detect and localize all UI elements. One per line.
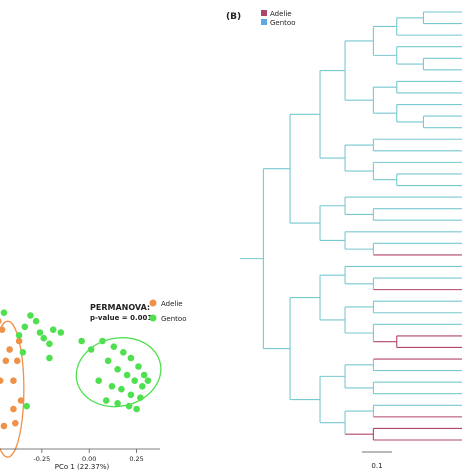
gentoo-point bbox=[95, 377, 102, 384]
adelie-point bbox=[2, 357, 10, 365]
adelie-ellipse bbox=[0, 320, 25, 458]
gentoo-point bbox=[131, 377, 138, 384]
scale-bar-label: 0.1 bbox=[371, 462, 382, 470]
gentoo-point bbox=[120, 349, 127, 356]
gentoo-point bbox=[144, 377, 152, 384]
gentoo-point bbox=[137, 394, 144, 401]
gentoo-point bbox=[0, 309, 8, 316]
gentoo-point bbox=[127, 354, 135, 362]
gentoo-point bbox=[46, 340, 53, 348]
gentoo-point bbox=[46, 354, 53, 362]
gentoo-point bbox=[49, 326, 57, 333]
adelie-point bbox=[10, 405, 17, 413]
legend-adelie-label-b: Adelie bbox=[270, 10, 292, 18]
adelie-point bbox=[0, 326, 6, 333]
gentoo-point bbox=[57, 329, 65, 336]
gentoo-point bbox=[133, 405, 140, 413]
gentoo-point bbox=[140, 371, 148, 379]
x-tick-label: 0.00 bbox=[82, 455, 96, 463]
x-tick-label: -0.25 bbox=[33, 455, 50, 463]
legend-gentoo-marker bbox=[149, 314, 157, 322]
gentoo-point bbox=[40, 334, 48, 342]
gentoo-point bbox=[125, 402, 133, 410]
x-axis-label: PCo 1 (22.37%) bbox=[55, 463, 110, 471]
gentoo-point bbox=[135, 363, 142, 370]
gentoo-point bbox=[114, 366, 121, 373]
gentoo-point bbox=[127, 391, 135, 399]
legend-gentoo-swatch bbox=[261, 19, 267, 25]
x-tick-label: 0.25 bbox=[129, 455, 143, 463]
panel-b-label: (B) bbox=[226, 12, 241, 22]
scatter-legend: Adelie Gentoo bbox=[149, 299, 186, 323]
gentoo-point bbox=[27, 312, 34, 319]
phylogenetic-tree-panel: (B) Adelie Gentoo 0.1 bbox=[226, 10, 462, 470]
gentoo-point bbox=[99, 337, 106, 345]
gentoo-point bbox=[15, 332, 23, 339]
p-value-label: p-value = 0.001 bbox=[90, 314, 152, 322]
adelie-point bbox=[12, 419, 19, 427]
gentoo-ellipse bbox=[75, 337, 162, 408]
gentoo-point bbox=[114, 400, 121, 407]
gentoo-point bbox=[123, 371, 131, 379]
adelie-point bbox=[15, 337, 23, 345]
adelie-point bbox=[0, 318, 2, 324]
legend-adelie-label: Adelie bbox=[161, 300, 183, 308]
legend-adelie-marker bbox=[149, 299, 157, 307]
adelie-point bbox=[13, 357, 21, 365]
gentoo-point bbox=[32, 317, 40, 325]
gentoo-point bbox=[36, 329, 44, 336]
gentoo-point bbox=[21, 323, 29, 331]
gentoo-point bbox=[78, 337, 85, 345]
adelie-point bbox=[0, 377, 4, 384]
gentoo-point bbox=[87, 346, 95, 353]
gentoo-point bbox=[118, 385, 125, 393]
tree-legend: Adelie Gentoo bbox=[261, 10, 295, 27]
gentoo-point bbox=[102, 397, 110, 404]
pcoa-scatter-panel: -0.25 0.00 0.25 PCo 1 (22.37%) PERMANOVA: … bbox=[0, 299, 186, 471]
adelie-point bbox=[17, 397, 25, 404]
gentoo-point bbox=[23, 402, 30, 410]
legend-adelie-swatch bbox=[261, 10, 267, 16]
x-axis-ticks: -0.25 0.00 0.25 bbox=[33, 449, 144, 463]
adelie-point bbox=[10, 377, 17, 384]
scatter-points bbox=[0, 309, 152, 430]
gentoo-point bbox=[110, 343, 118, 350]
gentoo-point bbox=[108, 383, 116, 390]
gentoo-point bbox=[138, 383, 146, 390]
gentoo-point bbox=[104, 357, 112, 365]
adelie-point bbox=[6, 346, 13, 353]
legend-gentoo-label-b: Gentoo bbox=[270, 19, 295, 27]
legend-gentoo-label: Gentoo bbox=[161, 315, 186, 323]
adelie-point bbox=[0, 422, 8, 430]
tree-branches bbox=[240, 11, 462, 441]
permanova-label: PERMANOVA: bbox=[90, 303, 150, 312]
confidence-ellipses bbox=[0, 320, 162, 458]
gentoo-point bbox=[19, 349, 27, 356]
